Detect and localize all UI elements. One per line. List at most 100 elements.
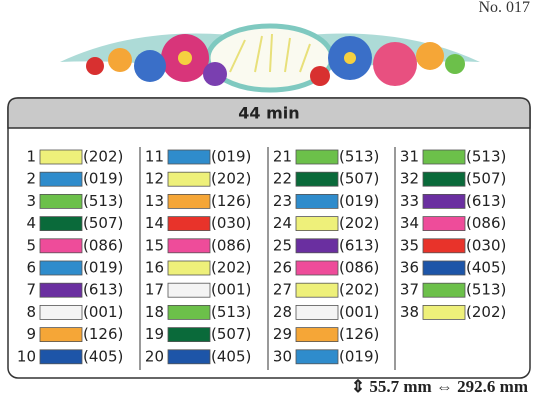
color-swatch xyxy=(167,304,211,320)
design-size: ⇕ 55.7 mm ⇔ 292.6 mm xyxy=(351,377,528,396)
color-swatch xyxy=(167,149,211,165)
color-number: 35 xyxy=(400,236,419,254)
thread-code: (001) xyxy=(211,281,251,299)
thread-code: (086) xyxy=(211,236,251,254)
thread-code: (513) xyxy=(466,281,506,299)
thread-code: (030) xyxy=(211,214,251,232)
color-swatch xyxy=(39,304,83,320)
thread-code: (513) xyxy=(466,148,506,166)
thread-code: (202) xyxy=(83,148,123,166)
color-number: 10 xyxy=(17,347,36,365)
color-number: 38 xyxy=(400,303,419,321)
color-number: 27 xyxy=(273,281,292,299)
color-swatch xyxy=(295,349,339,365)
color-swatch xyxy=(295,238,339,254)
thread-code: (030) xyxy=(466,236,506,254)
color-swatch xyxy=(167,238,211,254)
color-number: 7 xyxy=(26,281,36,299)
color-number: 25 xyxy=(273,236,292,254)
color-swatch xyxy=(295,327,339,343)
thread-code: (001) xyxy=(339,303,379,321)
color-number: 11 xyxy=(145,148,164,166)
color-swatch xyxy=(39,327,83,343)
thread-code: (513) xyxy=(211,303,251,321)
color-number: 32 xyxy=(400,170,419,188)
thread-code: (405) xyxy=(83,347,123,365)
table-header xyxy=(7,97,531,129)
color-number: 19 xyxy=(145,325,164,343)
color-number: 8 xyxy=(26,303,36,321)
color-swatch xyxy=(39,282,83,298)
color-number: 2 xyxy=(26,170,36,188)
color-number: 14 xyxy=(145,214,164,232)
color-swatch xyxy=(295,216,339,232)
color-number: 6 xyxy=(26,259,36,277)
color-number: 1 xyxy=(26,148,36,166)
color-number: 23 xyxy=(273,192,292,210)
color-number: 17 xyxy=(145,281,164,299)
color-swatch xyxy=(39,216,83,232)
thread-code: (405) xyxy=(466,259,506,277)
color-swatch xyxy=(39,171,83,187)
thread-code: (019) xyxy=(83,259,123,277)
thread-code: (126) xyxy=(339,325,379,343)
color-swatch xyxy=(39,349,83,365)
color-swatch xyxy=(295,282,339,298)
color-swatch xyxy=(422,216,466,232)
color-swatch xyxy=(295,193,339,209)
color-number: 34 xyxy=(400,214,419,232)
thread-code: (513) xyxy=(339,148,379,166)
color-swatch xyxy=(39,149,83,165)
thread-code: (019) xyxy=(83,170,123,188)
color-swatch xyxy=(39,260,83,276)
color-swatch xyxy=(422,304,466,320)
color-swatch xyxy=(167,193,211,209)
color-swatch xyxy=(167,282,211,298)
thread-code: (126) xyxy=(83,325,123,343)
color-number: 9 xyxy=(26,325,36,343)
color-number: 24 xyxy=(273,214,292,232)
thread-code: (613) xyxy=(466,192,506,210)
color-number: 3 xyxy=(26,192,36,210)
color-swatch xyxy=(422,149,466,165)
thread-code: (405) xyxy=(211,347,251,365)
thread-code: (086) xyxy=(83,236,123,254)
color-number: 36 xyxy=(400,259,419,277)
thread-code: (202) xyxy=(339,281,379,299)
thread-code: (507) xyxy=(339,170,379,188)
thread-code: (019) xyxy=(339,347,379,365)
color-swatch xyxy=(422,193,466,209)
color-number: 15 xyxy=(145,236,164,254)
color-swatch xyxy=(167,327,211,343)
color-number: 21 xyxy=(273,148,292,166)
thread-code: (513) xyxy=(83,192,123,210)
thread-code: (202) xyxy=(211,170,251,188)
color-swatch xyxy=(167,216,211,232)
thread-code: (507) xyxy=(466,170,506,188)
thread-code: (126) xyxy=(211,192,251,210)
color-number: 29 xyxy=(273,325,292,343)
thread-code: (613) xyxy=(339,236,379,254)
color-swatch xyxy=(167,260,211,276)
color-number: 33 xyxy=(400,192,419,210)
thread-code: (507) xyxy=(83,214,123,232)
color-number: 13 xyxy=(145,192,164,210)
color-number: 31 xyxy=(400,148,419,166)
thread-code: (001) xyxy=(83,303,123,321)
color-swatch xyxy=(422,260,466,276)
color-number: 20 xyxy=(145,347,164,365)
thread-code: (507) xyxy=(211,325,251,343)
thread-code: (202) xyxy=(339,214,379,232)
color-swatch xyxy=(39,193,83,209)
color-number: 4 xyxy=(26,214,36,232)
thread-code: (202) xyxy=(466,303,506,321)
color-swatch xyxy=(422,171,466,187)
color-number: 5 xyxy=(26,236,36,254)
color-swatch xyxy=(295,149,339,165)
thread-code: (086) xyxy=(339,259,379,277)
color-swatch xyxy=(422,282,466,298)
color-swatch xyxy=(422,238,466,254)
color-swatch xyxy=(295,260,339,276)
color-number: 18 xyxy=(145,303,164,321)
